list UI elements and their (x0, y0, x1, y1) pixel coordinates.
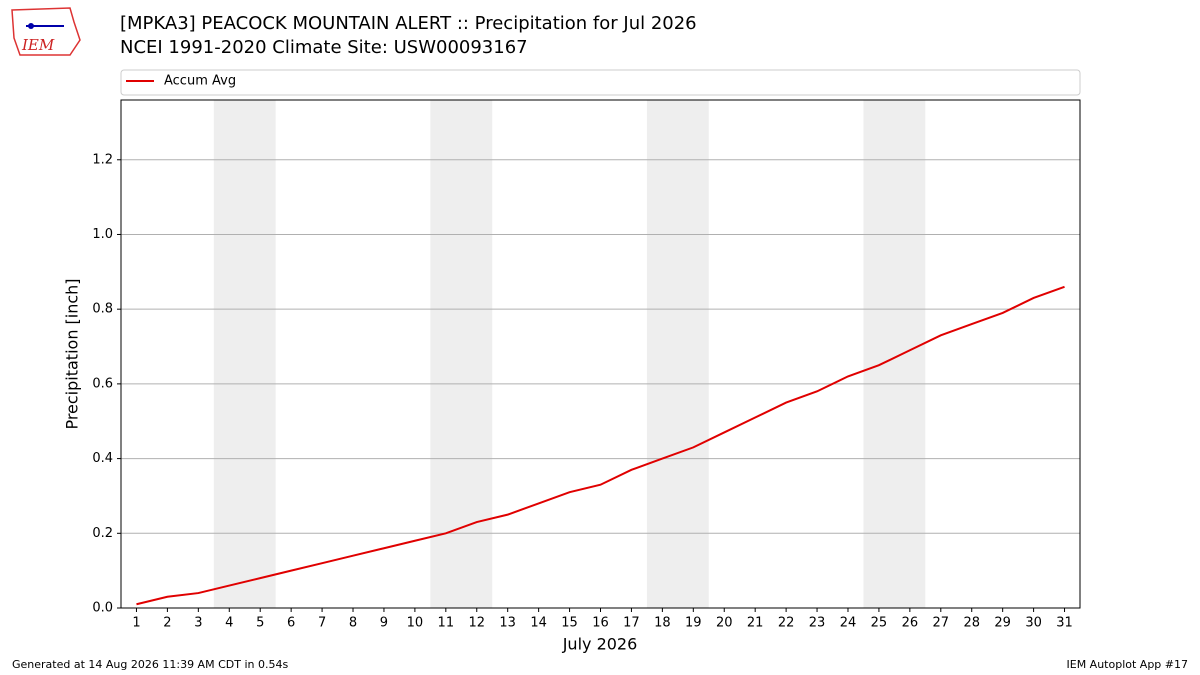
x-tick-label: 11 (438, 616, 455, 631)
weekend-shade (430, 100, 493, 608)
x-tick-label: 22 (778, 616, 795, 631)
x-tick-label: 7 (318, 616, 326, 631)
x-tick-label: 29 (994, 616, 1011, 631)
x-tick-label: 30 (1025, 616, 1042, 631)
x-tick-label: 3 (194, 616, 202, 631)
legend-box (120, 69, 1081, 96)
x-tick-label: 12 (468, 616, 485, 631)
logo: IEM (11, 7, 81, 56)
x-tick-label: 9 (380, 616, 388, 631)
footer-left: Generated at 14 Aug 2026 11:39 AM CDT in… (12, 658, 288, 671)
y-tick-label: 0.4 (92, 451, 113, 466)
x-tick-label: 23 (809, 616, 826, 631)
x-tick-label: 16 (592, 616, 609, 631)
chart-title: [MPKA3] PEACOCK MOUNTAIN ALERT :: Precip… (120, 13, 697, 34)
x-tick-label: 1 (132, 616, 140, 631)
x-tick-label: 15 (561, 616, 578, 631)
logo-outline (11, 7, 81, 56)
logo-text: IEM (21, 36, 55, 54)
x-tick-label: 26 (902, 616, 919, 631)
x-tick-label: 5 (256, 616, 264, 631)
x-tick-label: 18 (654, 616, 671, 631)
y-tick-label: 0.8 (92, 302, 113, 317)
x-tick-label: 6 (287, 616, 295, 631)
x-tick-label: 28 (963, 616, 980, 631)
x-tick-label: 2 (163, 616, 171, 631)
x-tick-label: 25 (871, 616, 888, 631)
plot-frame (120, 99, 1081, 609)
x-axis-label: July 2026 (562, 635, 638, 654)
y-tick-label: 0.0 (92, 601, 113, 616)
legend-label: Accum Avg (164, 74, 236, 89)
x-tick-label: 17 (623, 616, 640, 631)
y-tick-label: 1.0 (92, 227, 113, 242)
chart-subtitle: NCEI 1991-2020 Climate Site: USW00093167 (120, 37, 528, 58)
x-tick-label: 19 (685, 616, 702, 631)
x-tick-label: 24 (840, 616, 857, 631)
x-tick-label: 14 (530, 616, 547, 631)
x-tick-label: 20 (716, 616, 733, 631)
x-tick-label: 13 (499, 616, 516, 631)
x-tick-label: 10 (407, 616, 424, 631)
x-tick-label: 31 (1056, 616, 1073, 631)
x-tick-label: 4 (225, 616, 233, 631)
logo-dot (28, 23, 34, 29)
weekend-shade (646, 100, 709, 608)
y-tick-label: 0.6 (92, 376, 113, 391)
x-tick-label: 8 (349, 616, 357, 631)
weekend-shade (863, 100, 926, 608)
data-line (136, 285, 1065, 606)
y-tick-label: 1.2 (92, 152, 113, 167)
weekend-shade (213, 100, 276, 608)
x-tick-label: 27 (933, 616, 950, 631)
footer-right: IEM Autoplot App #17 (1067, 658, 1189, 671)
y-axis-label: Precipitation [inch] (63, 278, 82, 429)
y-tick-label: 0.2 (92, 526, 113, 541)
x-tick-label: 21 (747, 616, 764, 631)
